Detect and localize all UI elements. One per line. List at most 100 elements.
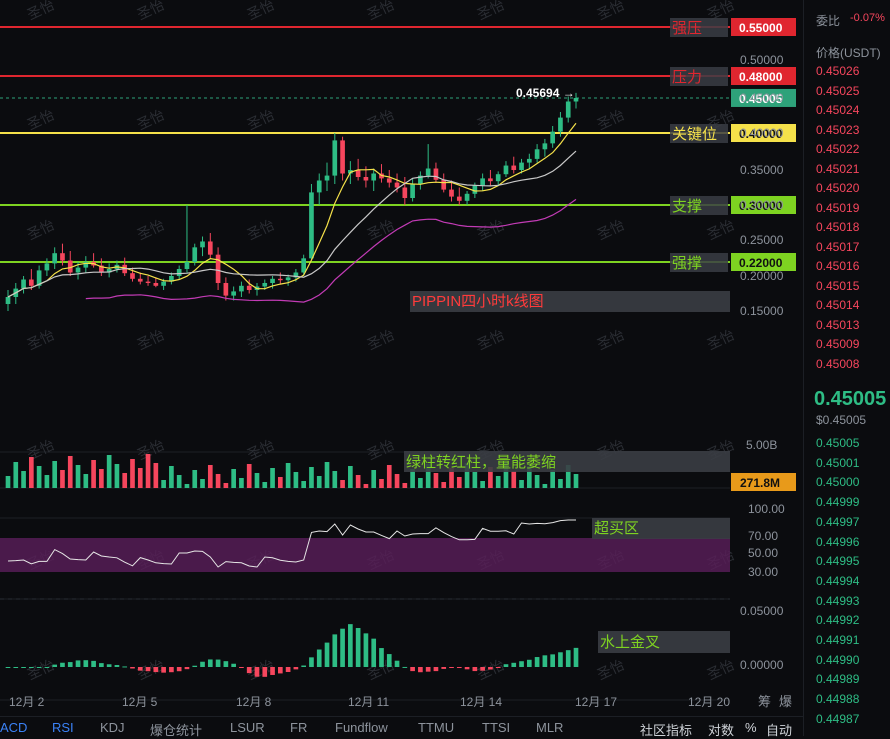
ask-price[interactable]: 0.45016 bbox=[816, 259, 860, 273]
bid-price[interactable]: 0.44996 bbox=[816, 534, 860, 549]
current-price-label: 0.45005 bbox=[739, 92, 783, 106]
ask-price[interactable]: 0.45015 bbox=[816, 278, 860, 293]
ask-price[interactable]: 0.45019 bbox=[816, 200, 860, 215]
bid-price[interactable]: 0.44993 bbox=[816, 593, 860, 608]
ask-price[interactable]: 0.45023 bbox=[816, 122, 860, 137]
toolbar-item-1[interactable]: 对数 bbox=[708, 723, 735, 738]
ask-price[interactable]: 0.45014 bbox=[816, 298, 860, 312]
macd-bar bbox=[456, 667, 462, 669]
ask-price[interactable]: 0.45018 bbox=[816, 220, 860, 234]
candle-body bbox=[192, 247, 198, 262]
bid-price[interactable]: 0.45000 bbox=[816, 475, 860, 490]
x-tick-6: 12月 20 bbox=[688, 695, 730, 709]
toolbar-item-0[interactable]: 社区指标 bbox=[640, 723, 693, 738]
indicator-tab-ttsi[interactable]: TTSI bbox=[482, 720, 511, 735]
ask-price[interactable]: 0.45025 bbox=[816, 83, 860, 98]
volume-bar bbox=[36, 466, 42, 488]
macd-bar bbox=[324, 642, 330, 667]
ask-price[interactable]: 0.45008 bbox=[816, 356, 860, 371]
toolbar-item-3[interactable]: 自动 bbox=[766, 723, 793, 738]
candle-body bbox=[488, 178, 493, 182]
bid-price[interactable]: 0.44987 bbox=[816, 711, 860, 726]
candle-body bbox=[363, 177, 369, 181]
indicator-tab-acd[interactable]: ACD bbox=[0, 720, 28, 735]
indicator-tab-mlr[interactable]: MLR bbox=[536, 720, 564, 735]
indicator-tab-fr[interactable]: FR bbox=[290, 720, 308, 735]
bid-price[interactable]: 0.45001 bbox=[816, 455, 860, 470]
watermark: 圣怡 bbox=[475, 326, 507, 352]
candle-body bbox=[301, 258, 307, 273]
volume-bar bbox=[363, 484, 369, 488]
candle-body bbox=[503, 165, 509, 175]
macd-bar bbox=[425, 667, 431, 672]
volume-bar bbox=[13, 462, 19, 488]
volume-bar bbox=[348, 466, 353, 488]
ask-price[interactable]: 0.45021 bbox=[816, 161, 860, 176]
macd-bar bbox=[495, 667, 501, 668]
volume-bar bbox=[542, 484, 548, 488]
candle-body bbox=[223, 283, 229, 296]
indicator-tab-ttmu[interactable]: TTMU bbox=[418, 720, 455, 735]
macd-bar bbox=[371, 638, 377, 667]
bid-price[interactable]: 0.44988 bbox=[816, 692, 860, 707]
volume-bar bbox=[464, 463, 470, 488]
indicator-tab-rsi[interactable]: RSI bbox=[52, 720, 74, 735]
candle-body bbox=[52, 253, 58, 264]
candle-body bbox=[153, 283, 159, 286]
watermark: 圣怡 bbox=[365, 326, 397, 352]
ask-price[interactable]: 0.45024 bbox=[816, 103, 860, 117]
volume-bar bbox=[519, 480, 524, 488]
bid-price[interactable]: 0.44999 bbox=[816, 495, 860, 510]
volume-bar bbox=[262, 482, 268, 488]
macd-bar bbox=[480, 667, 485, 671]
macd-bar bbox=[231, 663, 236, 667]
macd-bar bbox=[239, 667, 244, 668]
x-tick-0: 12月 2 bbox=[9, 695, 45, 709]
y-tick-7: 0.15000 bbox=[740, 304, 784, 318]
bid-price[interactable]: 0.45005 bbox=[816, 436, 860, 450]
volume-bar bbox=[332, 471, 338, 488]
candle-body bbox=[324, 175, 330, 181]
volume-bar bbox=[176, 475, 182, 488]
ask-price[interactable]: 0.45022 bbox=[816, 142, 860, 156]
volume-bar bbox=[153, 463, 159, 488]
indicator-tab-lsur[interactable]: LSUR bbox=[230, 720, 265, 735]
candle-body bbox=[262, 283, 268, 287]
bid-price[interactable]: 0.44995 bbox=[816, 554, 860, 569]
level-price-4: 0.22000 bbox=[739, 256, 783, 270]
watermark: 圣怡 bbox=[705, 326, 737, 352]
candle-body bbox=[145, 281, 151, 283]
candle-body bbox=[565, 101, 571, 118]
bid-price[interactable]: 0.44989 bbox=[816, 672, 860, 687]
bid-price[interactable]: 0.44994 bbox=[816, 573, 860, 588]
volume-bar bbox=[472, 472, 478, 488]
candle-body bbox=[83, 262, 89, 268]
ask-price[interactable]: 0.45013 bbox=[816, 317, 860, 332]
macd-bar bbox=[433, 667, 439, 672]
bid-price[interactable]: 0.44997 bbox=[816, 514, 860, 529]
indicator-tab-fundflow[interactable]: Fundflow bbox=[335, 720, 388, 735]
watermark: 圣怡 bbox=[135, 106, 167, 132]
indicator-tab-kdj[interactable]: KDJ bbox=[100, 720, 125, 735]
bid-price[interactable]: 0.44990 bbox=[816, 652, 860, 667]
watermark: 圣怡 bbox=[705, 216, 737, 242]
volume-bar bbox=[558, 479, 563, 488]
ask-price[interactable]: 0.45009 bbox=[816, 337, 860, 351]
ask-price[interactable]: 0.45017 bbox=[816, 239, 860, 254]
level-name-4: 强撑 bbox=[672, 255, 702, 272]
volume-bar bbox=[488, 467, 493, 488]
indicator-tab-爆仓统计[interactable]: 爆仓统计 bbox=[150, 723, 203, 738]
watermark: 圣怡 bbox=[135, 436, 167, 462]
volume-bar bbox=[433, 473, 439, 488]
macd-bar bbox=[301, 665, 307, 667]
volume-bar bbox=[340, 480, 345, 488]
watermark: 圣怡 bbox=[245, 216, 277, 242]
ask-price[interactable]: 0.45020 bbox=[816, 181, 860, 195]
candle-body bbox=[184, 262, 190, 269]
rsi-tick-2: 50.00 bbox=[748, 546, 778, 560]
bid-price[interactable]: 0.44991 bbox=[816, 633, 860, 647]
toolbar-item-2[interactable]: % bbox=[745, 720, 757, 735]
bid-price[interactable]: 0.44992 bbox=[816, 613, 860, 628]
ask-price[interactable]: 0.45026 bbox=[816, 64, 860, 78]
